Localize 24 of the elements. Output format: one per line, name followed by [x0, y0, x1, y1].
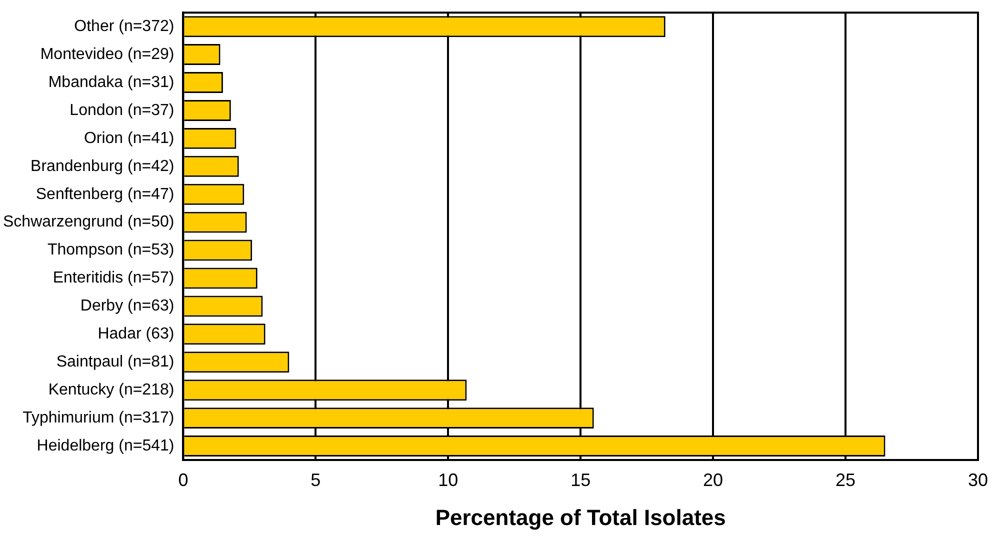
x-axis-title: Percentage of Total Isolates	[435, 504, 726, 530]
y-tick-label: Kentucky (n=218)	[48, 382, 174, 398]
y-tick-label: Brandenburg (n=42)	[30, 158, 174, 175]
y-tick-label: Typhimurium (n=317)	[22, 409, 174, 426]
y-tick-label: Thompson (n=53)	[47, 242, 174, 259]
y-tick-label: Montevideo (n=29)	[40, 46, 174, 63]
x-tick-label: 20	[703, 470, 724, 490]
y-tick-label: Hadar (63)	[98, 326, 174, 343]
y-tick-label: Heidelberg (n=541)	[36, 437, 174, 454]
y-tick-label: Orion (n=41)	[84, 130, 174, 147]
x-tick-label: 15	[570, 470, 591, 490]
y-tick-label: Schwarzengrund (n=50)	[2, 214, 174, 231]
y-tick-label: Senftenberg (n=47)	[36, 186, 174, 203]
x-tick-label: 5	[310, 470, 321, 490]
y-tick-label: Saintpaul (n=81)	[56, 354, 174, 371]
y-tick-label: Derby (n=63)	[80, 298, 174, 315]
x-tick-label: 0	[178, 470, 188, 490]
y-tick-label: Enteritidis (n=57)	[52, 270, 174, 287]
y-tick-label: Other (n=372)	[74, 18, 174, 35]
y-tick-label: Mbandaka (n=31)	[48, 74, 174, 91]
x-tick-label: 10	[438, 470, 458, 490]
y-tick-label: London (n=37)	[70, 102, 174, 119]
x-tick-label: 25	[836, 470, 856, 490]
x-tick-label: 30	[968, 470, 988, 490]
